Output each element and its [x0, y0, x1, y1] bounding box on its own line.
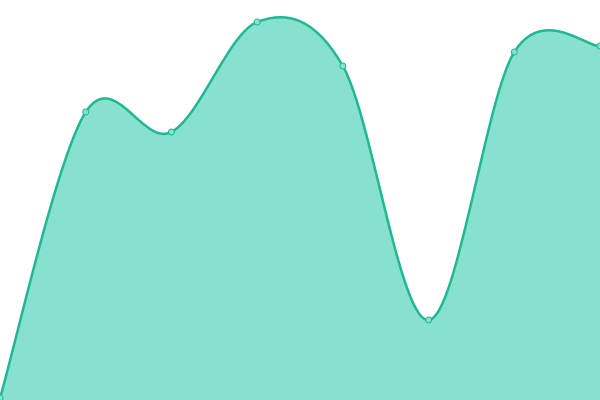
data-point: [253, 18, 261, 26]
data-point: [425, 316, 433, 324]
data-point: [82, 108, 90, 116]
data-point: [339, 62, 347, 70]
data-point: [510, 48, 518, 56]
data-point: [596, 42, 600, 50]
area-fill: [0, 17, 600, 400]
data-point: [0, 394, 4, 400]
data-point: [167, 128, 175, 136]
